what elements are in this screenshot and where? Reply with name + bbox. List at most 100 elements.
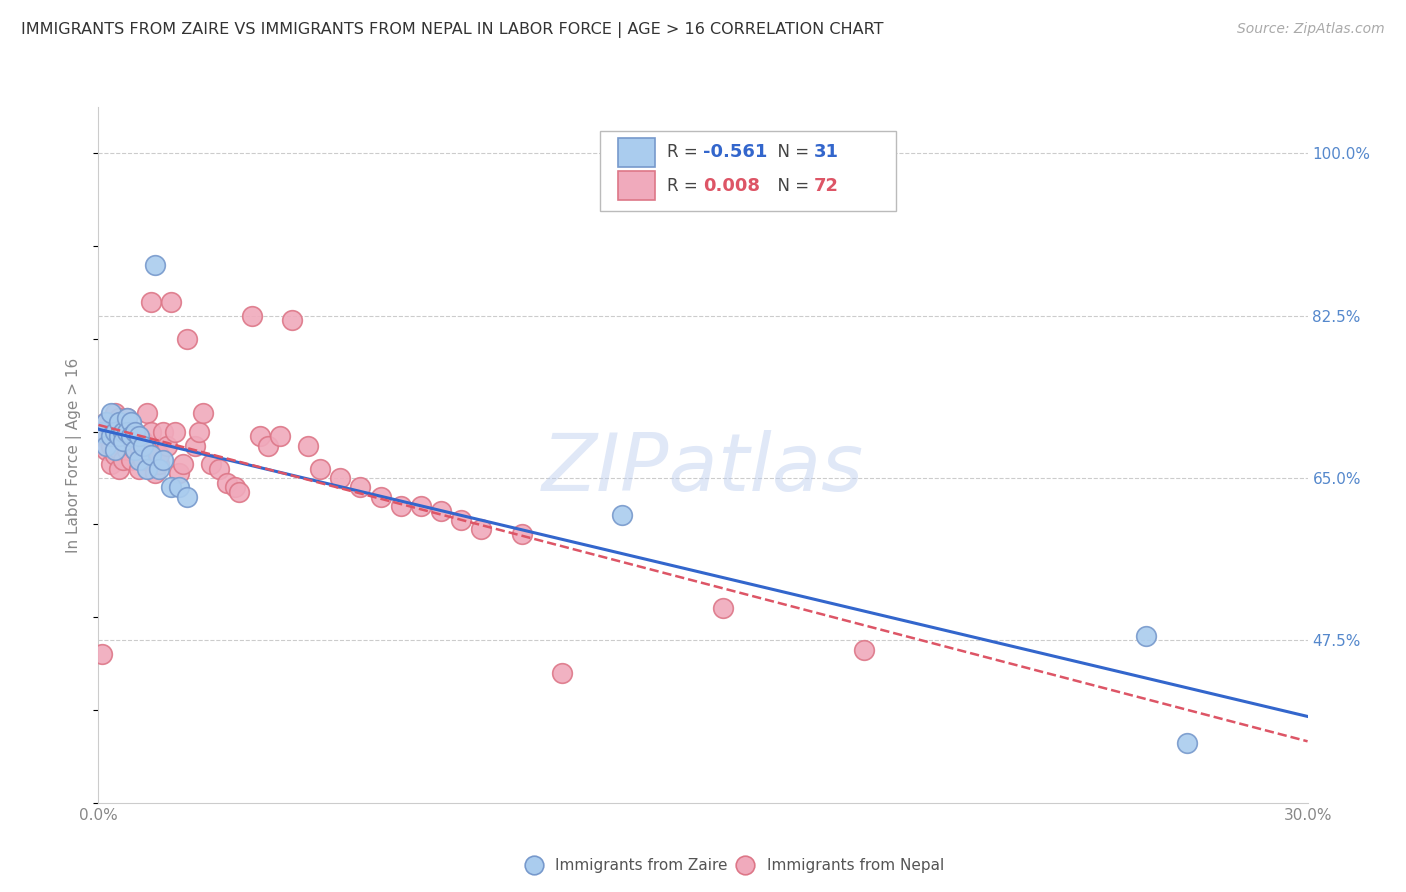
- Point: [188, 425, 211, 439]
- Point: [111, 434, 134, 448]
- Point: [128, 462, 150, 476]
- Point: [143, 467, 166, 481]
- Point: [96, 416, 118, 430]
- Text: -0.561: -0.561: [703, 144, 768, 161]
- Point: [100, 425, 122, 439]
- Point: [370, 490, 392, 504]
- Point: [100, 439, 122, 453]
- Point: [132, 434, 155, 448]
- Point: [148, 462, 170, 476]
- FancyBboxPatch shape: [600, 131, 897, 211]
- Point: [115, 410, 138, 425]
- Text: IMMIGRANTS FROM ZAIRE VS IMMIGRANTS FROM NEPAL IN LABOR FORCE | AGE > 16 CORRELA: IMMIGRANTS FROM ZAIRE VS IMMIGRANTS FROM…: [21, 22, 883, 38]
- Point: [249, 429, 271, 443]
- Point: [120, 425, 142, 439]
- Text: Immigrants from Nepal: Immigrants from Nepal: [768, 858, 945, 873]
- Point: [120, 416, 142, 430]
- Point: [163, 425, 186, 439]
- Point: [281, 313, 304, 327]
- Text: N =: N =: [768, 144, 814, 161]
- Text: 31: 31: [814, 144, 839, 161]
- Point: [389, 499, 412, 513]
- Point: [256, 439, 278, 453]
- Point: [135, 443, 157, 458]
- Point: [152, 452, 174, 467]
- Point: [103, 434, 125, 448]
- Point: [208, 462, 231, 476]
- Point: [450, 513, 472, 527]
- Point: [167, 480, 190, 494]
- Point: [224, 480, 246, 494]
- Point: [240, 309, 263, 323]
- Point: [111, 452, 134, 467]
- Bar: [619, 171, 655, 201]
- Point: [612, 508, 634, 523]
- Point: [269, 429, 291, 443]
- Point: [160, 480, 183, 494]
- Point: [91, 429, 114, 443]
- Point: [1175, 735, 1198, 749]
- Point: [228, 485, 250, 500]
- Point: [329, 471, 352, 485]
- Point: [132, 452, 155, 467]
- Point: [107, 443, 129, 458]
- Point: [124, 443, 146, 458]
- Text: ZIPatlas: ZIPatlas: [541, 430, 865, 508]
- Point: [184, 439, 207, 453]
- Point: [172, 457, 194, 471]
- Point: [111, 425, 134, 439]
- Point: [156, 439, 179, 453]
- Point: [176, 490, 198, 504]
- Point: [107, 410, 129, 425]
- Bar: [619, 137, 655, 167]
- Text: N =: N =: [768, 177, 814, 194]
- Point: [96, 439, 118, 453]
- Point: [91, 425, 114, 439]
- Point: [470, 522, 492, 536]
- Point: [139, 448, 162, 462]
- Point: [100, 429, 122, 443]
- Point: [96, 416, 118, 430]
- Point: [135, 462, 157, 476]
- Y-axis label: In Labor Force | Age > 16: In Labor Force | Age > 16: [66, 358, 83, 552]
- Point: [124, 429, 146, 443]
- Text: 0.008: 0.008: [703, 177, 761, 194]
- Point: [309, 462, 332, 476]
- Point: [115, 425, 138, 439]
- Point: [120, 452, 142, 467]
- Point: [128, 439, 150, 453]
- Point: [107, 429, 129, 443]
- Point: [176, 332, 198, 346]
- Point: [96, 425, 118, 439]
- Point: [152, 425, 174, 439]
- Point: [167, 467, 190, 481]
- Point: [91, 648, 114, 662]
- Point: [103, 406, 125, 420]
- Point: [120, 439, 142, 453]
- Point: [111, 434, 134, 448]
- Point: [107, 429, 129, 443]
- Text: Source: ZipAtlas.com: Source: ZipAtlas.com: [1237, 22, 1385, 37]
- Point: [107, 416, 129, 430]
- Point: [510, 526, 533, 541]
- Point: [711, 601, 734, 615]
- Point: [128, 429, 150, 443]
- Point: [148, 448, 170, 462]
- Point: [120, 429, 142, 443]
- Point: [124, 443, 146, 458]
- Point: [115, 429, 138, 443]
- Point: [115, 443, 138, 458]
- Point: [103, 425, 125, 439]
- Point: [217, 475, 239, 490]
- Point: [200, 457, 222, 471]
- Point: [551, 665, 574, 680]
- Point: [139, 425, 162, 439]
- Point: [193, 406, 215, 420]
- Text: 72: 72: [814, 177, 839, 194]
- Point: [853, 642, 876, 657]
- Point: [128, 452, 150, 467]
- Point: [349, 480, 371, 494]
- Point: [132, 439, 155, 453]
- Text: Immigrants from Zaire: Immigrants from Zaire: [555, 858, 728, 873]
- Point: [107, 462, 129, 476]
